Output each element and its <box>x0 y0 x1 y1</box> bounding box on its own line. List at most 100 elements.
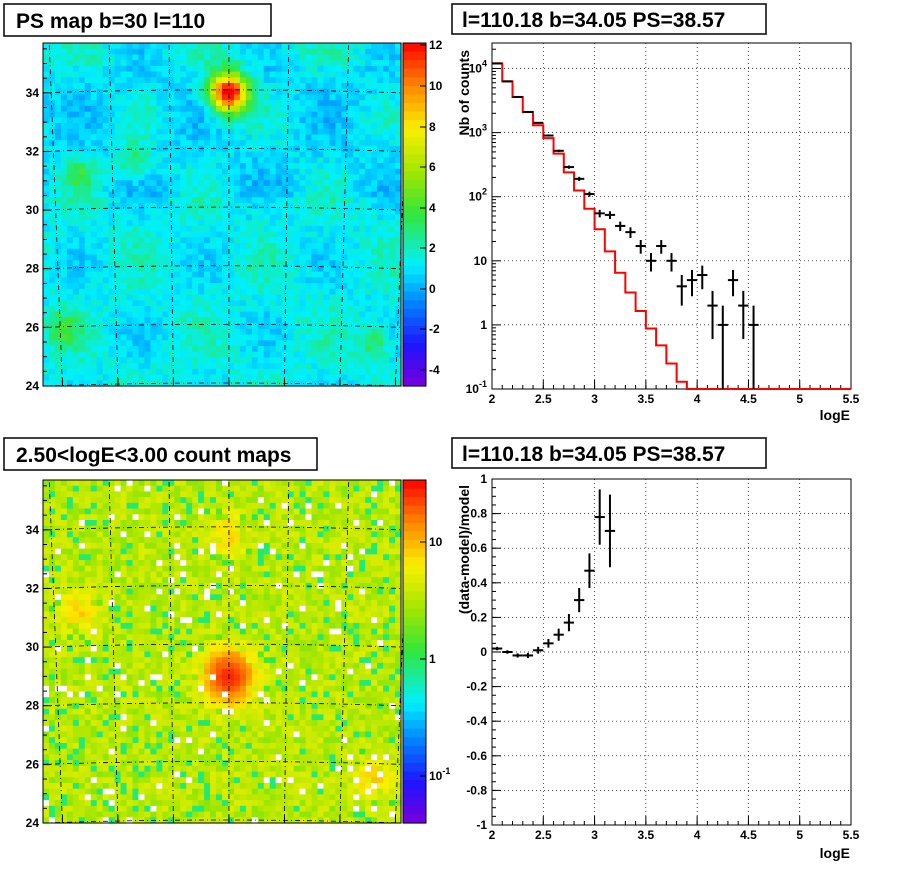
heatmap-cell <box>305 542 313 550</box>
heatmap-cell <box>144 123 151 130</box>
heatmap-cell <box>192 334 199 341</box>
heatmap-cell <box>251 491 259 498</box>
heatmap-cell <box>156 237 163 244</box>
heatmap-cell <box>311 105 319 113</box>
heatmap-cell <box>72 191 80 198</box>
heatmap-cell <box>383 485 390 493</box>
heatmap-cell <box>323 317 330 324</box>
heatmap-cell <box>114 65 122 73</box>
heatmap-cell <box>299 525 307 533</box>
heatmap-cell <box>233 288 241 296</box>
heatmap-cell <box>150 288 157 296</box>
heatmap-cell <box>293 237 301 244</box>
heatmap-cell <box>222 374 229 381</box>
heatmap-cell <box>305 577 313 584</box>
heatmap-cell <box>341 305 348 313</box>
colorbar-tick-label: 10 <box>429 79 443 93</box>
heatmap-cell <box>287 111 295 118</box>
heatmap-cell <box>180 520 187 527</box>
heatmap-cell <box>90 71 98 78</box>
heatmap-cell <box>114 111 122 118</box>
heatmap-cell <box>371 94 378 101</box>
heatmap-cell <box>251 300 259 307</box>
heatmap-cell <box>132 54 140 61</box>
heatmap-cell <box>210 43 217 50</box>
y-tick-label: 102 <box>469 187 487 204</box>
heatmap-cell <box>216 380 223 387</box>
heatmap-cell <box>162 77 169 84</box>
heatmap-cell <box>371 317 378 324</box>
heatmap-cell <box>60 283 68 290</box>
heatmap-cell <box>245 168 253 176</box>
heatmap-cell <box>168 231 175 238</box>
heatmap-cell <box>186 203 193 210</box>
heatmap-cell <box>233 485 241 493</box>
heatmap-cell <box>120 208 128 216</box>
heatmap-cell <box>263 294 271 301</box>
heatmap-cell <box>359 94 366 101</box>
heatmap-cell <box>341 294 348 301</box>
heatmap-cell <box>353 485 360 493</box>
heatmap-cell <box>102 54 110 61</box>
heatmap-cell <box>227 260 235 267</box>
heatmap-cell <box>317 497 325 504</box>
heatmap-cell <box>269 294 277 301</box>
heatmap-cell <box>293 88 301 96</box>
heatmap-cell <box>198 577 205 584</box>
heatmap-cell <box>263 151 271 158</box>
colorbar-swatch <box>403 334 426 344</box>
heatmap-cell <box>54 531 62 538</box>
heatmap-cell <box>210 548 217 555</box>
heatmap-cell <box>281 542 289 550</box>
heatmap-cell <box>180 311 187 318</box>
heatmap-cell <box>72 265 80 273</box>
heatmap-cell <box>216 571 223 578</box>
colorbar-swatch <box>403 137 426 147</box>
heatmap-cell <box>150 94 157 101</box>
heatmap-cell <box>156 191 163 198</box>
heatmap-cell <box>60 94 68 101</box>
heatmap-cell <box>341 514 348 521</box>
heatmap-cell <box>317 134 325 141</box>
heatmap-cell <box>96 520 104 527</box>
heatmap-cell <box>114 560 122 567</box>
heatmap-cell <box>84 491 92 498</box>
heatmap-cell <box>389 345 396 353</box>
heatmap-cell <box>365 145 372 153</box>
heatmap-cell <box>180 151 187 158</box>
heatmap-cell <box>335 508 342 515</box>
heatmap-cell <box>138 54 146 61</box>
heatmap-cell <box>198 485 205 493</box>
heatmap-cell <box>114 323 122 330</box>
heatmap-cell <box>156 225 163 233</box>
heatmap-cell <box>275 323 283 330</box>
heatmap-cell <box>233 117 241 124</box>
heatmap-cell <box>48 225 56 233</box>
heatmap-cell <box>186 328 193 336</box>
heatmap-cell <box>329 128 336 136</box>
heatmap-cell <box>192 231 199 238</box>
heatmap-cell <box>54 83 62 90</box>
heatmap-cell <box>43 254 50 261</box>
heatmap-cell <box>347 363 354 370</box>
heatmap-cell <box>287 491 295 498</box>
heatmap-cell <box>287 77 295 84</box>
heatmap-cell <box>48 294 56 301</box>
heatmap-cell <box>186 525 193 533</box>
heatmap-cell <box>120 60 128 67</box>
heatmap-cell <box>48 191 56 198</box>
heatmap-cell <box>216 54 223 61</box>
heatmap-cell <box>347 565 354 573</box>
heatmap-cell <box>162 305 169 313</box>
heatmap-cell <box>299 277 307 284</box>
heatmap-cell <box>192 48 199 56</box>
heatmap-cell <box>329 163 336 170</box>
heatmap-cell <box>305 191 313 198</box>
heatmap-cell <box>78 542 86 550</box>
heatmap-cell <box>132 531 140 538</box>
heatmap-cell <box>389 277 396 284</box>
heatmap-cell <box>269 191 277 198</box>
heatmap-cell <box>323 163 330 170</box>
heatmap-cell <box>347 548 354 555</box>
heatmap-cell <box>210 260 217 267</box>
